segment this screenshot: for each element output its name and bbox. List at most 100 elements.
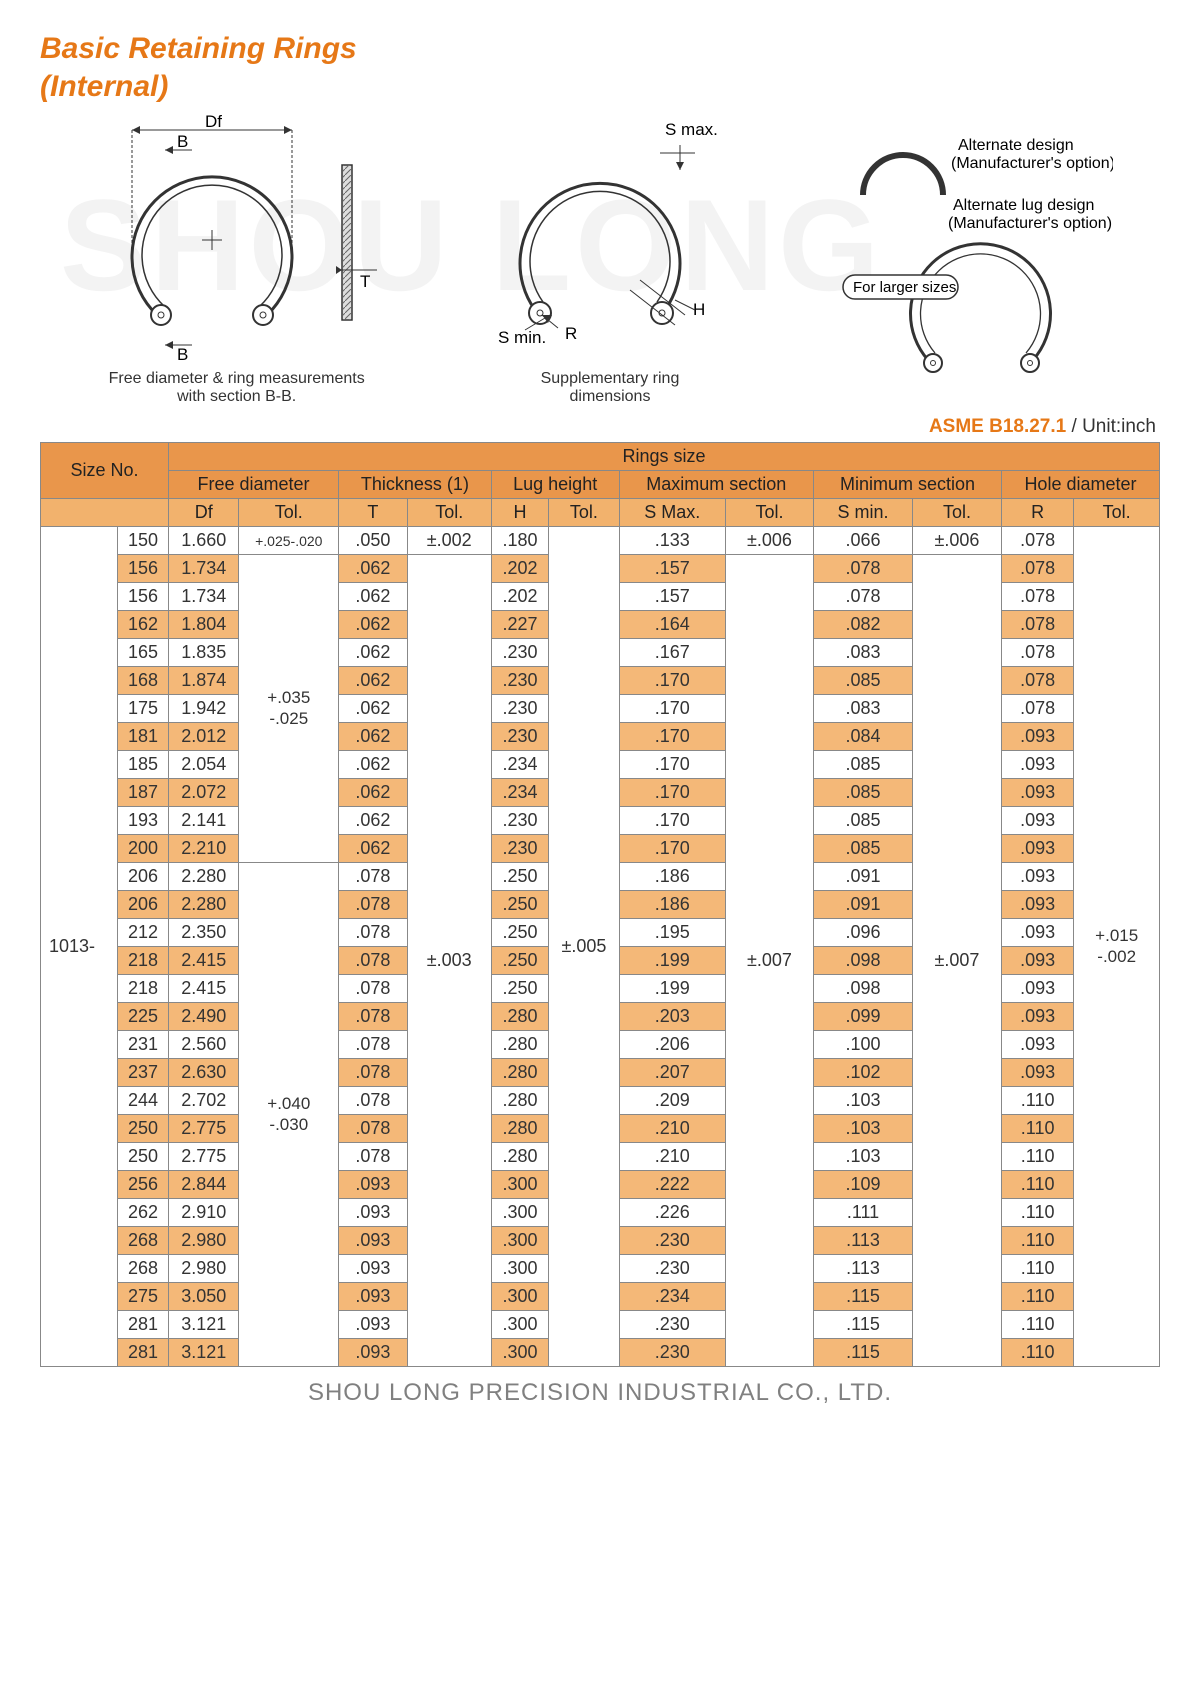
cell: .234 [619,1283,725,1311]
cell: .078 [339,1059,408,1087]
svg-text:Alternate design: Alternate design [958,137,1074,154]
cell: .180 [491,527,548,555]
cell: .280 [491,1031,548,1059]
cell: .078 [1001,695,1073,723]
cell: .280 [491,1003,548,1031]
cell: .093 [1001,863,1073,891]
cell: .083 [814,639,913,667]
cell: .078 [339,919,408,947]
th-Df-tol: Tol. [239,499,339,527]
cell: .078 [339,975,408,1003]
cell: .110 [1001,1255,1073,1283]
cell: 150 [118,527,169,555]
cell: .093 [1001,975,1073,1003]
cell: .098 [814,947,913,975]
cell: .100 [814,1031,913,1059]
th-H-tol: Tol. [549,499,619,527]
cell: .280 [491,1087,548,1115]
svg-text:R: R [565,324,577,343]
cell: .084 [814,723,913,751]
cell: .078 [1001,583,1073,611]
cell: .099 [814,1003,913,1031]
cell: .062 [339,583,408,611]
cell: 156 [118,583,169,611]
cell: 2.012 [168,723,239,751]
cell: .110 [1001,1087,1073,1115]
cell-tol: +.015-.002 [1074,527,1160,1367]
cell: .280 [491,1143,548,1171]
cell: .066 [814,527,913,555]
th-lug-height: Lug height [491,471,619,499]
cell: .115 [814,1311,913,1339]
svg-text:For larger sizes: For larger sizes [853,279,956,296]
cell: 206 [118,891,169,919]
diagram-supplementary: S max. S min. R H Supplementary ring dim… [480,115,740,406]
cell: .186 [619,891,725,919]
svg-text:(Manufacturer's option): (Manufacturer's option) [948,215,1112,232]
th-size-no: Size No. [41,443,169,499]
cell: .091 [814,891,913,919]
cell: 1.804 [168,611,239,639]
cell: 1.734 [168,583,239,611]
cell: .102 [814,1059,913,1087]
cell: 2.210 [168,835,239,863]
cell: 2.141 [168,807,239,835]
cell: .230 [491,639,548,667]
cell: .199 [619,947,725,975]
th-free-diameter: Free diameter [168,471,338,499]
cell: 2.560 [168,1031,239,1059]
cell: .093 [1001,1031,1073,1059]
cell: .110 [1001,1283,1073,1311]
cell: .078 [339,1031,408,1059]
cell: .280 [491,1059,548,1087]
standard-unit: / Unit:inch [1066,416,1156,437]
cell: .078 [339,1143,408,1171]
cell: .250 [491,947,548,975]
cell: 1.835 [168,639,239,667]
cell: .093 [1001,835,1073,863]
cell: .093 [339,1311,408,1339]
cell: .078 [339,891,408,919]
cell: .062 [339,555,408,583]
cell: .207 [619,1059,725,1087]
diagram-alternate: Alternate design (Manufacturer's option)… [833,115,1113,390]
cell: .115 [814,1283,913,1311]
cell: .093 [339,1255,408,1283]
cell: .078 [814,583,913,611]
cell: .111 [814,1199,913,1227]
cell: 2.072 [168,779,239,807]
cell: +.025-.020 [239,527,339,555]
cell: 1.660 [168,527,239,555]
svg-text:S min.: S min. [498,328,546,347]
cell: .082 [814,611,913,639]
diagram-2-caption-2: dimensions [480,388,740,406]
cell: ±.002 [407,527,491,555]
cell: .202 [491,555,548,583]
cell: .230 [619,1339,725,1367]
cell: 1.942 [168,695,239,723]
diagram-3-svg: Alternate design (Manufacturer's option)… [833,115,1113,385]
cell-tol: +.040-.030 [239,863,339,1367]
cell: .226 [619,1199,725,1227]
cell: .078 [339,1003,408,1031]
cell: .078 [1001,527,1073,555]
page-title: Basic Retaining Rings (Internal) [40,30,1160,105]
cell: .300 [491,1199,548,1227]
cell: .300 [491,1171,548,1199]
table-body: 1013-1501.660+.025-.020.050±.002.180±.00… [41,527,1160,1367]
cell: .062 [339,695,408,723]
th-rings-size: Rings size [168,443,1159,471]
svg-text:Df: Df [205,115,222,131]
cell: 250 [118,1115,169,1143]
cell: .110 [1001,1199,1073,1227]
cell: 200 [118,835,169,863]
cell: .157 [619,583,725,611]
cell: 2.775 [168,1143,239,1171]
cell: ±.007 [913,555,1002,1367]
cell: 256 [118,1171,169,1199]
cell: .109 [814,1171,913,1199]
cell: .230 [619,1311,725,1339]
cell: .113 [814,1255,913,1283]
cell: .085 [814,807,913,835]
standard-line: ASME B18.27.1 / Unit:inch [40,416,1156,438]
